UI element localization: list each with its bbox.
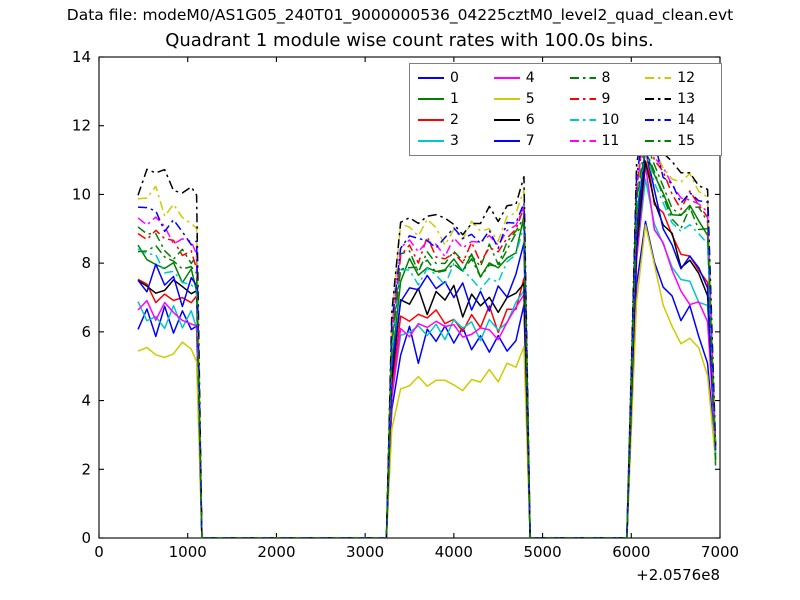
legend-label-8: 8 <box>601 69 611 86</box>
legend-swatch-14 <box>645 119 672 122</box>
legend-swatch-11 <box>569 140 596 143</box>
series-line-8 <box>137 140 717 538</box>
legend-item-12: 12 <box>641 71 717 85</box>
legend-swatch-13 <box>645 97 672 100</box>
series-line-7 <box>137 146 717 538</box>
x-tick-label: 2000 <box>257 543 295 561</box>
y-tick-label: 4 <box>81 392 91 410</box>
x-tick-label: 4000 <box>435 543 473 561</box>
legend-swatch-2 <box>418 119 444 122</box>
series-line-12 <box>137 115 717 538</box>
legend-label-0: 0 <box>450 69 459 86</box>
x-tick-label: 6000 <box>612 543 650 561</box>
legend-swatch-5 <box>493 97 520 100</box>
data-file-suptitle: Data file: modeM0/AS1G05_240T01_90000005… <box>66 6 734 24</box>
legend-item-5: 5 <box>490 92 566 106</box>
legend-label-4: 4 <box>525 69 535 86</box>
legend-item-10: 10 <box>566 113 642 127</box>
page-title: Quadrant 1 module wise count rates with … <box>165 30 654 51</box>
y-tick-label: 2 <box>81 460 91 478</box>
x-tick-label: 0 <box>94 543 104 561</box>
series-line-5 <box>137 224 717 538</box>
x-axis-offset-label: +2.0576e8 <box>636 566 720 584</box>
legend-label-13: 13 <box>677 90 696 107</box>
legend-swatch-15 <box>645 140 672 143</box>
series-line-1 <box>137 149 717 538</box>
legend-item-6: 6 <box>490 113 566 127</box>
legend-item-14: 14 <box>641 113 717 127</box>
legend-label-15: 15 <box>677 133 696 150</box>
y-tick-label: 10 <box>72 185 91 203</box>
legend-label-10: 10 <box>601 112 620 129</box>
legend-swatch-0 <box>418 76 444 79</box>
legend-swatch-8 <box>569 76 596 79</box>
legend-swatch-12 <box>645 76 672 79</box>
y-tick-label: 12 <box>72 117 91 135</box>
legend-item-7: 7 <box>490 134 566 148</box>
legend-swatch-4 <box>493 76 520 79</box>
legend-item-9: 9 <box>566 92 642 106</box>
x-tick-label: 1000 <box>169 543 207 561</box>
series-line-4 <box>137 164 717 538</box>
legend-item-8: 8 <box>566 71 642 85</box>
legend-swatch-6 <box>493 119 520 122</box>
y-tick-label: 0 <box>81 529 91 547</box>
series-line-15 <box>137 148 717 538</box>
series-line-10 <box>137 148 717 538</box>
series-line-9 <box>137 123 717 538</box>
legend-item-4: 4 <box>490 71 566 85</box>
legend-label-9: 9 <box>601 90 611 107</box>
legend-item-3: 3 <box>414 134 490 148</box>
legend-item-13: 13 <box>641 92 717 106</box>
legend-label-1: 1 <box>450 90 459 107</box>
legend-item-15: 15 <box>641 134 717 148</box>
x-tick-label: 3000 <box>346 543 384 561</box>
legend-item-11: 11 <box>566 134 642 148</box>
legend-swatch-7 <box>493 140 520 143</box>
legend-label-3: 3 <box>450 133 459 150</box>
series-group <box>137 115 717 538</box>
legend-label-6: 6 <box>525 112 535 129</box>
y-tick-label: 14 <box>72 48 91 66</box>
x-tick-label: 5000 <box>523 543 561 561</box>
y-tick-label: 8 <box>81 254 91 272</box>
legend: 0 1 2 3 4 5 6 7 8 9 10 11 12 13 14 15 <box>409 63 722 156</box>
legend-swatch-3 <box>418 140 444 143</box>
legend-item-2: 2 <box>414 113 490 127</box>
legend-label-11: 11 <box>601 133 620 150</box>
y-tick-label: 6 <box>81 323 91 341</box>
legend-item-0: 0 <box>414 71 490 85</box>
series-line-0 <box>137 220 717 538</box>
legend-label-2: 2 <box>450 112 459 129</box>
legend-swatch-10 <box>569 119 596 122</box>
legend-swatch-1 <box>418 97 444 100</box>
legend-label-7: 7 <box>525 133 535 150</box>
series-line-14 <box>137 119 717 538</box>
legend-label-5: 5 <box>525 90 535 107</box>
legend-item-1: 1 <box>414 92 490 106</box>
series-line-2 <box>137 146 717 538</box>
legend-swatch-9 <box>569 97 596 100</box>
x-tick-label: 7000 <box>701 543 739 561</box>
legend-label-12: 12 <box>677 69 696 86</box>
legend-label-14: 14 <box>677 112 696 129</box>
